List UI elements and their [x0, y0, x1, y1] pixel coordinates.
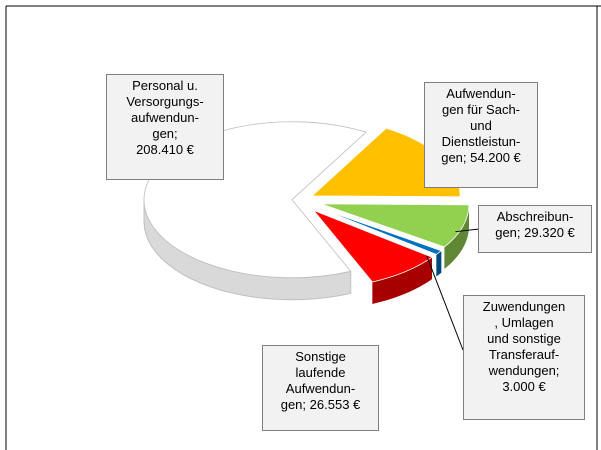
category-label: Personal u. Versorgungs- aufwendun- gen; [126, 78, 204, 141]
pie-slice [320, 203, 470, 248]
leader-line [455, 228, 480, 233]
slice-side [372, 257, 432, 304]
category-label: Zuwendungen , Umlagen und sonstige Trans… [482, 299, 566, 378]
value-label: 29.320 € [524, 225, 575, 240]
category-label: Sonstige laufende Aufwendun- gen; [280, 349, 356, 412]
slice-label: Abschreibun- gen; 29.320 € [478, 205, 592, 253]
pie-slice [312, 209, 433, 283]
value-label: 54.200 € [470, 150, 521, 165]
slice-side [444, 204, 470, 269]
slice-label: Zuwendungen , Umlagen und sonstige Trans… [463, 295, 585, 420]
slice-label: Aufwendun- gen für Sach- und Dienstleist… [424, 82, 538, 188]
slice-label: Personal u. Versorgungs- aufwendun- gen;… [106, 74, 224, 180]
category-label: Abschreibun- gen; [495, 209, 574, 240]
value-label: 208.410 € [136, 142, 194, 157]
pie-slice [317, 207, 443, 255]
leader-line [426, 255, 464, 351]
value-label: 26.553 € [309, 397, 361, 412]
slice-label: Sonstige laufende Aufwendun- gen; 26.553… [262, 345, 379, 431]
slice-side [436, 250, 442, 277]
value-label: 3.000 € [502, 379, 546, 394]
category-label: Aufwendun- gen für Sach- und Dienstleist… [441, 86, 521, 165]
